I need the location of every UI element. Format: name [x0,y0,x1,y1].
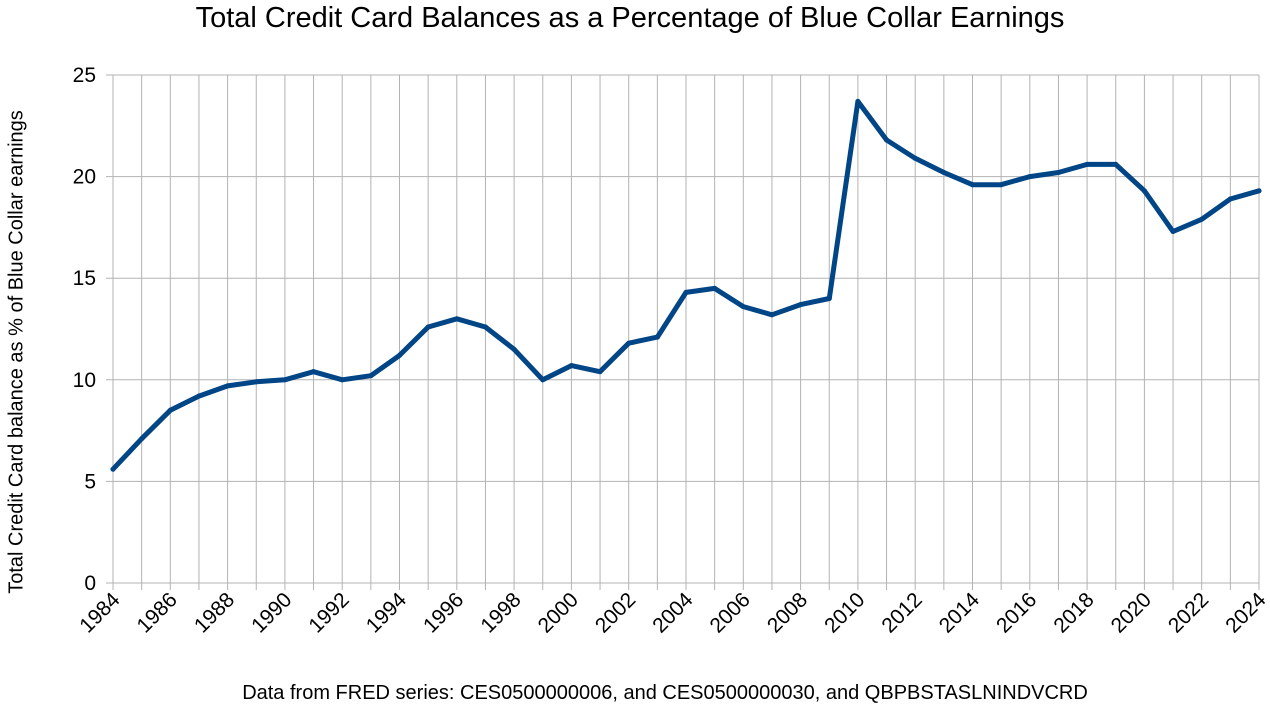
data-point [110,466,116,472]
data-point [884,137,890,143]
data-point [339,377,345,383]
y-tick-label: 15 [73,267,96,290]
x-tick-label: 2018 [1049,588,1098,637]
data-point [826,296,832,302]
x-axis-ticks: 1984 1986 1988 1990 1992 1994 1996 1998 2000 2002… [75,588,1270,638]
data-point [712,285,718,291]
source-footnote: Data from FRED series: CES0500000006, an… [242,682,1088,704]
x-tick-label: 1986 [133,588,182,637]
data-point [1084,161,1090,167]
data-point [540,377,546,383]
x-tick-label: 1996 [419,588,468,637]
data-point [740,304,746,310]
data-point [368,373,374,379]
x-tick-label: 2024 [1221,588,1270,638]
x-tick-label: 1998 [476,588,525,637]
x-tick-label: 2000 [534,588,583,637]
x-tick-label: 2020 [1107,588,1156,637]
data-point [1113,161,1119,167]
y-tick-label: 20 [73,166,96,189]
x-tick-label: 2010 [820,588,869,637]
y-tick-label: 0 [84,572,96,595]
x-tick-label: 2002 [591,588,640,637]
data-point [855,98,861,104]
x-tick-label: 2016 [992,588,1041,637]
data-point [912,155,918,161]
data-point [311,369,317,375]
x-tick-label: 2008 [763,588,812,637]
data-point [1256,188,1262,194]
data-point [1227,196,1233,202]
x-tick-label: 1988 [190,588,239,637]
data-point [683,289,689,295]
data-point [798,302,804,308]
y-tick-label: 5 [84,470,96,493]
data-point [1170,228,1176,234]
y-axis-ticks: 0 5 10 15 20 25 [73,64,96,595]
y-tick-label: 10 [73,369,96,392]
data-point [253,379,259,385]
data-point [511,346,517,352]
data-point [225,383,231,389]
x-tick-label: 2006 [706,588,755,637]
series-layer [110,98,1262,472]
data-point [941,170,947,176]
data-point [425,324,431,330]
x-tick-label: 2004 [648,588,698,638]
data-point [654,334,660,340]
data-point [597,369,603,375]
chart-title: Total Credit Card Balances as a Percenta… [195,2,1065,34]
x-tick-label: 2012 [877,588,926,637]
data-point [769,312,775,318]
data-point [970,182,975,188]
x-tick-label: 1984 [75,588,125,638]
data-point [1141,188,1147,194]
data-point [397,352,402,358]
data-point [1199,216,1205,222]
data-point [626,340,632,346]
data-point [139,436,145,442]
data-point [998,182,1004,188]
x-tick-label: 2014 [935,588,985,638]
data-point [568,363,574,369]
data-point [482,324,488,330]
data-point [454,316,460,322]
data-point [1055,170,1061,176]
data-point [282,377,288,383]
y-tick-label: 25 [73,64,96,87]
x-tick-label: 1990 [247,588,296,637]
grid [106,74,1260,590]
data-point [167,407,173,413]
data-point [1027,174,1033,180]
data-point [196,393,202,399]
x-tick-label: 1992 [304,588,353,637]
x-tick-label: 1994 [362,588,412,638]
x-tick-label: 2022 [1164,588,1213,637]
